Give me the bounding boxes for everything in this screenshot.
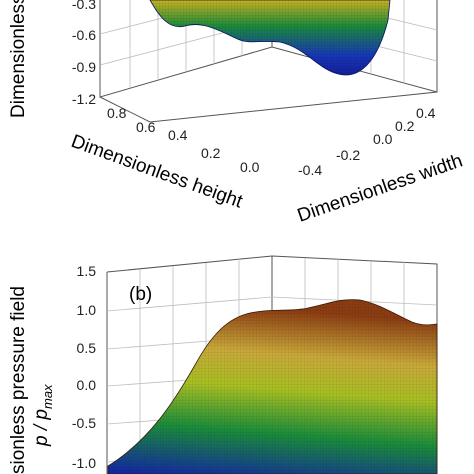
- panel-b-z-tick: -1.0: [72, 455, 96, 471]
- panel-a-y-ticks: 0.8 0.6 0.4 0.2 0.0: [107, 105, 260, 175]
- panel-b-z-axis-title-main: p / p: [31, 409, 52, 447]
- panel-a-x-tick: 0.4: [416, 105, 436, 121]
- panel-a-z-tick: -0.6: [72, 27, 96, 43]
- panel-b-z-tick: -0.5: [72, 415, 96, 431]
- panel-b-z-tick: 0.0: [77, 377, 97, 393]
- panel-a-y-tick: 0.0: [240, 159, 260, 175]
- panel-a-y-axis-title: Dimensionless height: [68, 131, 246, 213]
- panel-b: 1.5 1.0 0.5 0.0 -0.5 -1.0 (b) sionless p…: [8, 255, 438, 474]
- panel-a-y-tick: 0.6: [136, 119, 156, 135]
- panel-b-z-axis-title-line1: sionless pressure field: [8, 286, 29, 474]
- panel-b-z-tick: 1.0: [77, 302, 97, 318]
- panel-a-surface: [149, 0, 391, 76]
- panel-a-x-tick: 0.0: [373, 131, 393, 147]
- panel-a-z-tick: -1.2: [72, 91, 96, 107]
- panel-a-y-tick: 0.8: [107, 105, 127, 121]
- panel-a: -0.3 -0.6 -0.9 -1.2 0.8 0.6 0.4 0.2 0.0 …: [8, 0, 465, 227]
- panel-b-label: (b): [129, 284, 152, 305]
- panel-a-x-tick: 0.2: [395, 118, 415, 134]
- panel-a-x-ticks: -0.4 -0.2 0.0 0.2 0.4: [298, 105, 436, 178]
- svg-text:p / pmax: p / pmax: [31, 384, 55, 447]
- panel-a-x-tick: -0.4: [298, 162, 322, 178]
- panel-a-x-tick: -0.2: [336, 147, 360, 163]
- panel-a-y-tick: 0.4: [168, 127, 188, 143]
- panel-b-z-tick: 1.5: [77, 263, 97, 279]
- panel-a-z-axis-title: Dimensionless: [8, 0, 29, 118]
- panel-a-z-tick: -0.3: [72, 0, 96, 12]
- panel-b-surface: [107, 299, 438, 474]
- panel-a-y-tick: 0.2: [201, 145, 221, 161]
- panel-a-z-tick: -0.9: [72, 59, 96, 75]
- panel-a-z-ticks: -0.3 -0.6 -0.9 -1.2: [72, 0, 96, 107]
- panel-b-z-axis-title-line2: p / pmax: [31, 384, 55, 447]
- panel-b-z-tick: 0.5: [77, 340, 97, 356]
- panel-b-z-ticks: 1.5 1.0 0.5 0.0 -0.5 -1.0: [72, 263, 96, 471]
- panel-b-z-axis-title-sub: max: [40, 384, 55, 409]
